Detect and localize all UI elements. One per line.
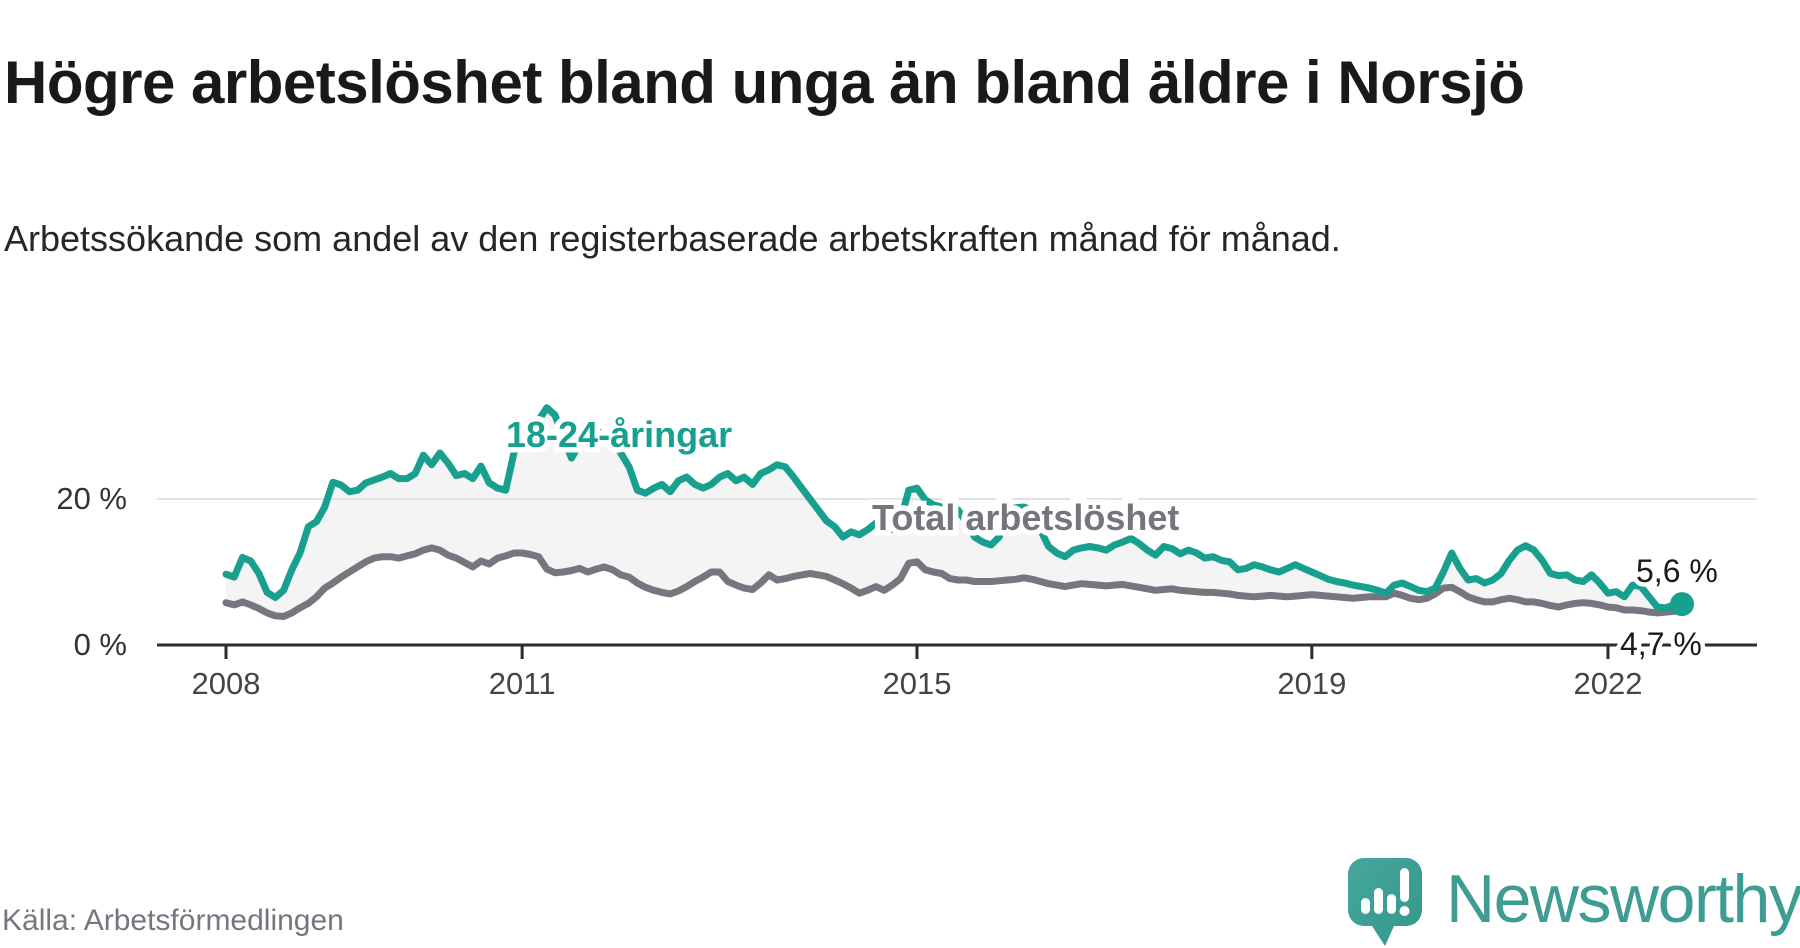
page-subtitle: Arbetssökande som andel av den registerb… [4, 218, 1341, 259]
end-dot-youth [1670, 592, 1694, 617]
y-axis-label-20: 20 % [56, 481, 127, 516]
exclamation-dot [1399, 906, 1410, 916]
newsworthy-logo-icon [1348, 858, 1422, 946]
bar-chart-bar-3 [1387, 894, 1396, 914]
line-total [222, 544, 1686, 620]
bar-chart-bar-1 [1361, 898, 1370, 914]
x-axis-label-2019: 2019 [1277, 666, 1347, 701]
newsworthy-logo-text: Newsworthy [1446, 861, 1800, 937]
x-axis-label-2011: 2011 [488, 666, 556, 701]
y-axis-label-0: 0 % [73, 627, 127, 662]
series-label-youth: 18-24-åringar 18-24-åringar [500, 409, 737, 461]
end-value-label-total: 4,7 % 4,7 % [1616, 622, 1707, 667]
source-note: Källa: Arbetsförmedlingen [2, 904, 344, 937]
line-youth [222, 404, 1686, 612]
newsworthy-logo: Newsworthy [1348, 858, 1800, 948]
bar-chart-bar-2 [1374, 888, 1383, 914]
end-value-label-youth: 5,6 % 5,6 % [1632, 549, 1723, 594]
x-axis-label-2022: 2022 [1573, 666, 1643, 701]
series-label-total: Total arbetslöshet Total arbetslöshet [866, 492, 1184, 544]
page-title: Högre arbetslöshet bland unga än bland ä… [4, 49, 1525, 117]
x-axis-label-2008: 2008 [191, 666, 261, 701]
exclamation-bar [1400, 868, 1409, 902]
x-axis-label-2015: 2015 [882, 666, 952, 701]
speech-bubble-shape [1348, 858, 1422, 946]
